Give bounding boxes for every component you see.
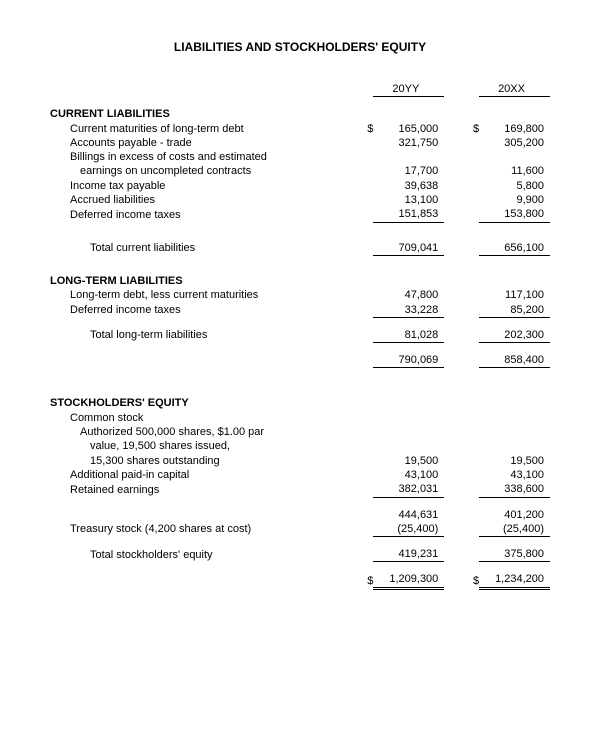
currency-symbol: $ [359,122,374,136]
label: Billings in excess of costs and estimate… [50,150,359,164]
row-total-longterm: Total long-term liabilities 81,028 202,3… [50,328,550,343]
section-current-liabilities: CURRENT LIABILITIES [50,107,359,121]
row-paid-in-capital: Additional paid-in capital 43,100 43,100 [50,468,550,482]
value-y2: 305,200 [479,136,550,150]
value-y1: 39,638 [373,179,444,193]
label: 15,300 shares outstanding [50,454,359,468]
value-y2: 153,800 [479,207,550,222]
value-y1: (25,400) [373,522,444,537]
label: Current maturities of long-term debt [50,122,359,136]
value-y1: 17,700 [373,164,444,178]
value-y1: 13,100 [373,193,444,207]
label: Income tax payable [50,179,359,193]
value-y1: 151,853 [373,207,444,222]
label: Retained earnings [50,482,359,497]
row-income-tax-payable: Income tax payable 39,638 5,800 [50,179,550,193]
value-y1: 165,000 [373,122,444,136]
row-authorized-shares: Authorized 500,000 shares, $1.00 par [50,425,550,439]
row-deferred-income-taxes-current: Deferred income taxes 151,853 153,800 [50,207,550,222]
row-retained-earnings: Retained earnings 382,031 338,600 [50,482,550,497]
balance-sheet-page: LIABILITIES AND STOCKHOLDERS' EQUITY 20Y… [0,0,600,620]
label: Deferred income taxes [50,207,359,222]
statement-table: 20YY 20XX CURRENT LIABILITIES Current ma… [50,82,550,590]
value-y1: 33,228 [373,303,444,318]
value-y2: 19,500 [479,454,550,468]
value-y2: 117,100 [479,288,550,302]
label: value, 19,500 shares issued, [50,439,359,453]
value-y2: 5,800 [479,179,550,193]
value-y2: 169,800 [479,122,550,136]
row-total-liabilities: 790,069 858,400 [50,353,550,368]
section-stockholders-equity: STOCKHOLDERS' EQUITY [50,396,359,410]
value-y2: 11,600 [479,164,550,178]
currency-symbol: $ [464,572,479,588]
value-y2: 43,100 [479,468,550,482]
value-y1: 419,231 [373,547,444,562]
label: Total current liabilities [50,241,359,256]
row-shares-outstanding: 15,300 shares outstanding 19,500 19,500 [50,454,550,468]
value-y1: 43,100 [373,468,444,482]
value-y1: 382,031 [373,482,444,497]
row-accounts-payable: Accounts payable - trade 321,750 305,200 [50,136,550,150]
value-y1: 19,500 [373,454,444,468]
label: Long-term debt, less current maturities [50,288,359,302]
value-y1: 81,028 [373,328,444,343]
row-accrued-liabilities: Accrued liabilities 13,100 9,900 [50,193,550,207]
value-y1: 709,041 [373,241,444,256]
row-current-maturities: Current maturities of long-term debt $ 1… [50,122,550,136]
label: Accounts payable - trade [50,136,359,150]
row-treasury-stock: Treasury stock (4,200 shares at cost) (2… [50,522,550,537]
label: Deferred income taxes [50,303,359,318]
label: Authorized 500,000 shares, $1.00 par [50,425,359,439]
row-billings-excess-b: earnings on uncompleted contracts 17,700… [50,164,550,178]
row-billings-excess-a: Billings in excess of costs and estimate… [50,150,550,164]
value-y1: 1,209,300 [373,572,444,588]
value-y2: 858,400 [479,353,550,368]
label: earnings on uncompleted contracts [50,164,359,178]
currency-symbol: $ [359,572,374,588]
value-y2: 1,234,200 [479,572,550,588]
row-total-current: Total current liabilities 709,041 656,10… [50,241,550,256]
value-y1: 444,631 [373,508,444,522]
row-grand-total: $ 1,209,300 $ 1,234,200 [50,572,550,588]
label: Accrued liabilities [50,193,359,207]
value-y2: (25,400) [479,522,550,537]
row-shares-issued: value, 19,500 shares issued, [50,439,550,453]
label: Total long-term liabilities [50,328,359,343]
value-y2: 375,800 [479,547,550,562]
value-y2: 9,900 [479,193,550,207]
value-y1: 321,750 [373,136,444,150]
row-deferred-income-taxes-longterm: Deferred income taxes 33,228 85,200 [50,303,550,318]
label: Total stockholders' equity [50,547,359,562]
value-y2: 202,300 [479,328,550,343]
year-col-1: 20YY [373,82,444,97]
value-y2: 401,200 [479,508,550,522]
label: Additional paid-in capital [50,468,359,482]
row-equity-subtotal: 444,631 401,200 [50,508,550,522]
value-y2: 338,600 [479,482,550,497]
row-total-equity: Total stockholders' equity 419,231 375,8… [50,547,550,562]
value-y1: 790,069 [373,353,444,368]
label: Treasury stock (4,200 shares at cost) [50,522,359,537]
label: Common stock [50,411,359,425]
row-longterm-debt: Long-term debt, less current maturities … [50,288,550,302]
value-y1: 47,800 [373,288,444,302]
value-y2: 656,100 [479,241,550,256]
year-col-2: 20XX [479,82,550,97]
year-header-row: 20YY 20XX [50,82,550,97]
currency-symbol: $ [464,122,479,136]
value-y2: 85,200 [479,303,550,318]
row-common-stock: Common stock [50,411,550,425]
section-longterm-liabilities: LONG-TERM LIABILITIES [50,274,359,288]
page-title: LIABILITIES AND STOCKHOLDERS' EQUITY [50,40,550,54]
